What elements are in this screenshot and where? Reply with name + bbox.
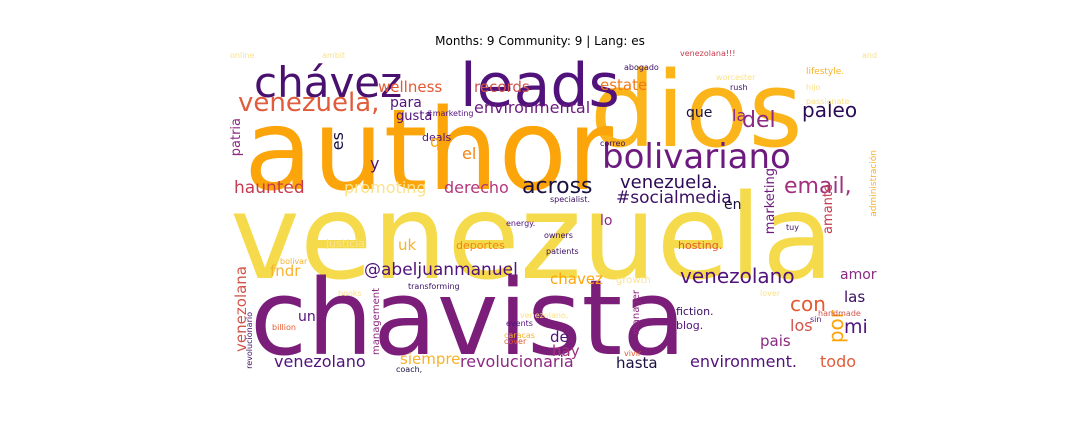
word: lover: [760, 289, 781, 298]
word: email,: [784, 174, 852, 199]
word: bolivariano: [602, 137, 791, 177]
word: venezuela.: [620, 172, 718, 193]
word: patients: [546, 247, 579, 256]
word: venezolano,: [520, 311, 569, 320]
word: rush: [730, 83, 748, 92]
word: billion: [272, 323, 296, 332]
word: management: [371, 288, 382, 355]
word: promoting: [344, 178, 427, 197]
word: events: [506, 319, 533, 328]
word: books: [338, 289, 362, 298]
word: q: [430, 132, 441, 151]
word: derecho: [444, 178, 509, 197]
word: justicia: [326, 237, 365, 250]
word: lifestyle.: [806, 67, 845, 77]
word: revolucionaria: [460, 352, 574, 371]
word: pais: [760, 332, 791, 350]
figure-title: Months: 9 Community: 9 | Lang: es: [435, 34, 645, 48]
word: wellness: [378, 78, 443, 96]
word: #socialmedia: [616, 188, 732, 208]
word: deals: [422, 131, 452, 144]
word: handmade: [818, 309, 861, 318]
word: administración: [869, 150, 879, 217]
word: #marketing: [426, 109, 474, 118]
word: cover: [504, 337, 527, 346]
word: manager: [631, 290, 642, 335]
word: las: [844, 288, 866, 306]
word: hay: [552, 342, 580, 360]
word: venezuela,: [238, 88, 380, 118]
word: hosting.: [678, 239, 723, 252]
word: en: [724, 197, 742, 213]
word: coach,: [396, 365, 423, 374]
word: passionate: [806, 97, 850, 106]
word: venezuela: [230, 168, 835, 306]
word: uk: [398, 236, 417, 254]
word: chavista: [250, 257, 686, 375]
word: venezolana!!!: [680, 50, 736, 58]
word: del: [742, 108, 776, 133]
word: environment.: [690, 352, 797, 371]
word: caracas: [504, 331, 535, 340]
word: paleo: [802, 98, 858, 122]
word: el: [462, 144, 477, 163]
word: growth: [616, 275, 651, 286]
word: de: [550, 328, 569, 346]
word: todo: [820, 352, 857, 371]
word: fiction.: [676, 305, 714, 318]
word: mi: [844, 316, 868, 338]
word: and: [862, 51, 878, 60]
word: venezolano: [274, 352, 366, 371]
word: la: [732, 106, 747, 125]
word: gusta: [396, 109, 433, 124]
word: environmental: [474, 98, 591, 117]
word: worcester: [716, 73, 756, 82]
word: leads: [460, 51, 620, 121]
word: correo: [600, 139, 626, 148]
word: amante: [821, 184, 836, 234]
word: blog.: [676, 319, 704, 332]
word: tuy: [786, 223, 799, 232]
word: haunted: [234, 178, 305, 198]
word: abogado: [624, 63, 659, 72]
word: dios: [590, 50, 803, 171]
word: los: [790, 316, 813, 335]
word: owners: [544, 231, 573, 240]
word: ambit: [322, 51, 346, 60]
word: vivir: [624, 349, 642, 358]
word: revolucionario: [245, 312, 254, 369]
word: chavez: [550, 270, 603, 288]
word: es: [328, 132, 347, 151]
word: siempre: [400, 350, 461, 368]
word: across: [522, 174, 593, 199]
word: un: [298, 309, 316, 325]
word: con: [790, 292, 826, 316]
word: @abeljuanmanuel: [364, 260, 518, 280]
word: fndr: [270, 262, 301, 280]
word: para: [390, 95, 422, 111]
word: y: [370, 154, 380, 173]
word: lo: [600, 213, 613, 229]
word: online: [230, 51, 255, 60]
word: venezolano: [680, 264, 795, 288]
word: hasta: [616, 354, 658, 372]
word: records: [474, 78, 530, 96]
word: deportes: [456, 239, 505, 252]
word-cloud: dios author venezuela chavista leads chá…: [230, 50, 880, 375]
word: author: [244, 86, 614, 216]
word: transforming: [408, 282, 460, 291]
word: patria: [230, 118, 244, 157]
word: marketing: [763, 168, 778, 235]
word: bolivar: [280, 257, 308, 266]
word: energy.: [506, 219, 536, 228]
word: sin: [810, 315, 822, 324]
word: chávez: [254, 58, 403, 107]
word: que: [686, 105, 713, 121]
word: amor: [840, 267, 877, 283]
word: specialist.: [550, 195, 590, 204]
word: estate: [600, 76, 648, 94]
word: hijo: [806, 83, 821, 92]
